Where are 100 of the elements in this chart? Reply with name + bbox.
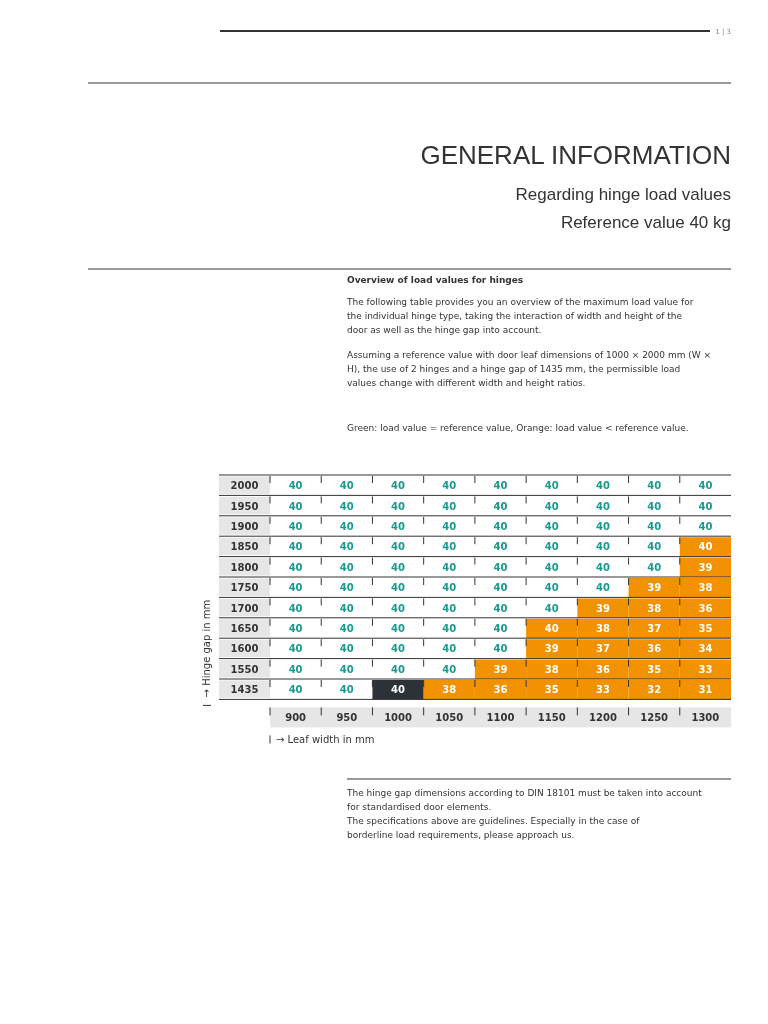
text: The following table provides you an overview of the maximum load value for the individual hinge type, taking the interaction of width and height of the door as well as the hinge gap into account. (346, 297, 694, 335)
data-label: 40 (339, 684, 354, 696)
data-label: 40 (595, 541, 610, 553)
y-tick-label: 1600 (230, 643, 259, 655)
chart-subtitle: Regarding hinge load values Reference value 40 kg (515, 185, 731, 232)
data-label: 38 (442, 684, 457, 696)
data-label: 40 (647, 500, 662, 512)
data-label: 40 (288, 500, 303, 512)
data-label: 40 (442, 500, 457, 512)
data-label: 40 (288, 541, 303, 553)
data-label: 40 (595, 561, 610, 573)
data-label: 38 (595, 623, 610, 634)
data-label: 40 (595, 582, 610, 594)
data-label: 40 (288, 643, 303, 655)
text: Assuming a reference value with door leaf dimensions of 1000 × 2000 mm (W × H), the use of 2 hinges and a hinge gap of 1435 mm, the permissible load values change with different width and height ratios. (347, 350, 712, 388)
data-label: 36 (595, 663, 610, 675)
y-tick-label: 1435 (230, 684, 259, 696)
data-label: 40 (391, 582, 406, 594)
data-label: 40 (442, 521, 457, 532)
data-label: 37 (595, 643, 610, 655)
data-label: 40 (493, 521, 508, 532)
data-label: 38 (544, 663, 559, 675)
data-label: 40 (391, 602, 406, 614)
data-label: 40 (339, 561, 354, 573)
data-label: 34 (698, 643, 713, 655)
data-label: 40 (339, 623, 354, 634)
data-label: 40 (647, 541, 662, 553)
x-tick-label: 1150 (537, 712, 566, 724)
x-tick-label: 1250 (640, 712, 669, 724)
data-label: 40 (544, 623, 559, 634)
data-label: 33 (595, 684, 610, 696)
y-tick-label: 2000 (230, 480, 259, 492)
data-label: 40 (493, 582, 508, 594)
data-label: 40 (493, 561, 508, 573)
data-label: 40 (391, 684, 406, 696)
data-label: 40 (339, 521, 354, 532)
data-label: 40 (339, 480, 354, 492)
data-label: 37 (647, 623, 662, 634)
y-axis-title: → Hinge gap in mm (201, 599, 212, 698)
data-label: 40 (288, 663, 303, 675)
data-label: 40 (442, 582, 457, 594)
data-label: 40 (442, 541, 457, 553)
data-label: 40 (698, 500, 713, 512)
data-label: 40 (544, 521, 559, 532)
chart-title: GENERAL INFORMATION (420, 140, 731, 170)
data-label: 40 (493, 643, 508, 655)
data-label: 40 (544, 500, 559, 512)
data-label: 40 (288, 480, 303, 492)
data-label: 40 (544, 561, 559, 573)
data-label: 40 (595, 480, 610, 492)
data-label: 40 (595, 500, 610, 512)
data-label: 40 (442, 623, 457, 634)
data-label: 40 (288, 623, 303, 634)
data-label: 40 (647, 480, 662, 492)
data-label: 35 (698, 623, 713, 634)
x-tick-label: 1300 (691, 712, 720, 724)
text: The hinge gap dimensions according to DIN 18101 must be taken into account for standardised door elements. (346, 788, 703, 812)
y-tick-label: 1750 (230, 582, 259, 594)
y-tick-label: 1950 (230, 500, 259, 512)
data-label: 40 (288, 684, 303, 696)
data-label: 39 (647, 582, 662, 594)
y-tick-label: 1650 (230, 623, 259, 634)
data-label: 40 (595, 521, 610, 532)
x-tick-label: 1000 (384, 712, 413, 724)
y-tick-label: 1550 (230, 663, 259, 675)
text: The specifications above are guidelines. Especially in the case of borderline load requirements, please approach us. (346, 816, 641, 840)
data-label: 40 (493, 623, 508, 634)
data-label: 40 (698, 521, 713, 532)
x-tick-label: 1050 (435, 712, 464, 724)
data-label: 40 (698, 480, 713, 492)
data-label: 40 (391, 561, 406, 573)
x-tick-label: 900 (285, 712, 307, 724)
data-label: 40 (493, 480, 508, 492)
data-label: 40 (391, 663, 406, 675)
data-label: 40 (339, 541, 354, 553)
data-label: 40 (442, 561, 457, 573)
data-label: 36 (493, 684, 508, 696)
data-label: 36 (698, 602, 713, 614)
data-label: 40 (544, 582, 559, 594)
data-label: 40 (698, 541, 713, 553)
data-label: 40 (647, 561, 662, 573)
y-tick-label: 1800 (230, 561, 259, 573)
x-tick-label: 1200 (589, 712, 617, 724)
data-label: 31 (698, 684, 713, 696)
data-label: 40 (391, 541, 406, 553)
data-label: 40 (339, 663, 354, 675)
data-label: 40 (391, 643, 406, 655)
data-label: 40 (493, 602, 508, 614)
x-tick-label: 1100 (486, 712, 515, 724)
data-label: 40 (391, 623, 406, 634)
data-label: 40 (544, 480, 559, 492)
x-tick-label: 950 (336, 712, 358, 724)
text: Overview of load values for hinges (347, 275, 524, 285)
data-label: 38 (647, 602, 662, 614)
data-label: 32 (647, 684, 662, 696)
y-tick-label: 1900 (230, 521, 259, 532)
data-label: 40 (288, 582, 303, 594)
y-tick-label: 1700 (230, 602, 259, 614)
data-label: 38 (698, 582, 713, 594)
data-label: 40 (391, 480, 406, 492)
